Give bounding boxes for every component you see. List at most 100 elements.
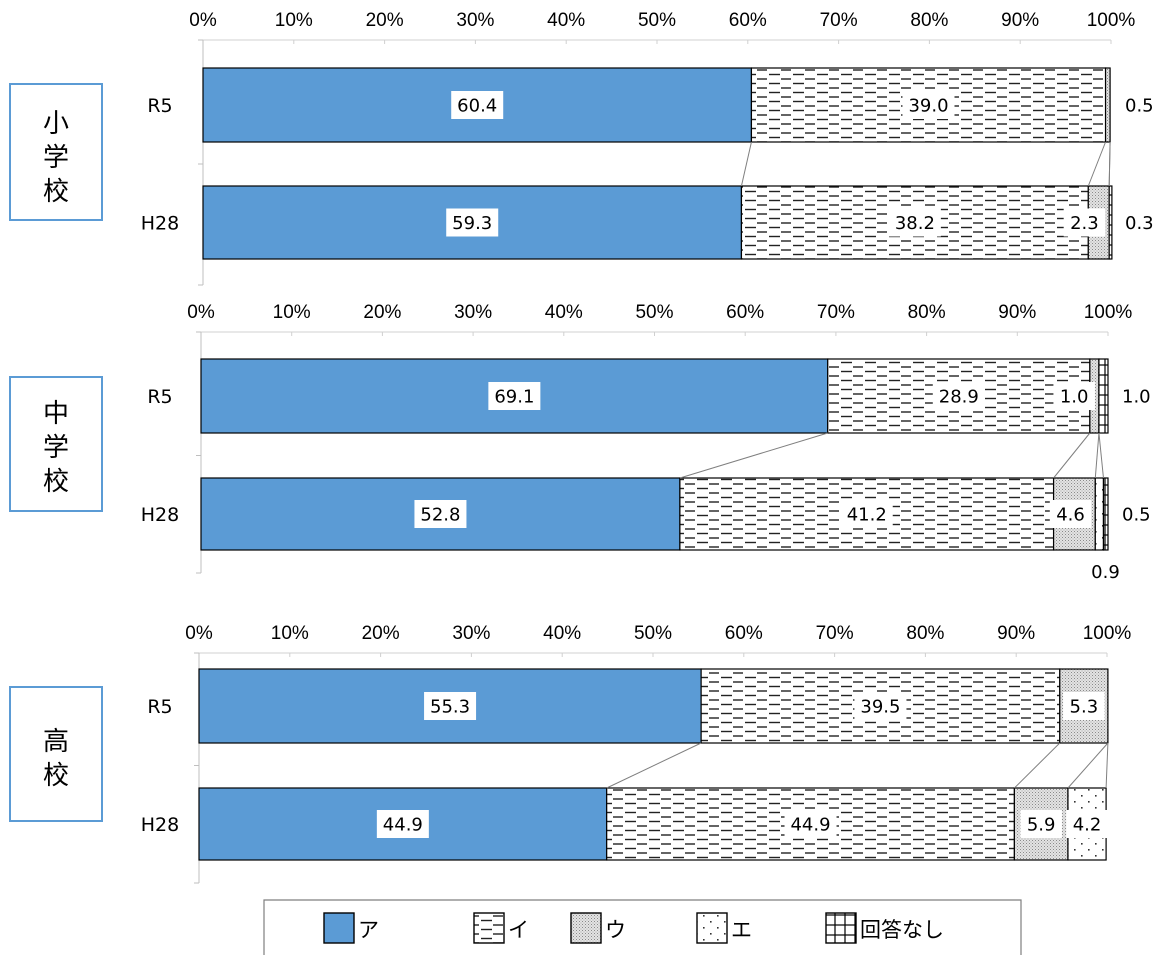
legend-swatch [696,912,728,944]
x-tick-label: 90% [997,623,1035,644]
data-label-bg [902,91,955,119]
series-connector [740,141,752,187]
data-label: 1.0 [1122,387,1151,408]
group-label-char: 小 [43,109,69,139]
data-label: 0.5 [1122,505,1151,526]
data-label: 60.4 [457,96,497,117]
legend-label: 回答なし [860,918,944,942]
series-connector [1098,432,1104,479]
legend-swatch [473,912,505,944]
bar-segment [1104,67,1111,143]
x-tick-label: 70% [817,302,855,323]
x-tick-label: 40% [547,10,585,31]
x-tick-label: 80% [906,623,944,644]
data-label-bg [1020,810,1062,838]
x-tick-label: 50% [634,623,672,644]
category-label: R5 [147,386,172,408]
group-label-char: 中 [43,399,69,429]
data-label-bg [376,810,429,838]
data-label: 5.9 [1027,815,1056,836]
data-label: 39.5 [860,697,900,718]
data-label-bg [854,692,907,720]
x-tick-label: 60% [726,302,764,323]
x-tick-label: 20% [366,10,404,31]
x-tick-label: 0% [189,10,217,31]
legend-swatch [825,912,857,944]
data-label-bg [446,208,499,237]
data-label-bg [451,91,504,119]
data-label-bg [1063,692,1105,720]
x-tick-label: 30% [454,302,492,323]
data-label: 59.3 [452,213,492,234]
bar-segment [1108,185,1113,260]
x-tick-label: 100% [1084,302,1133,323]
data-label-bg [840,500,893,528]
panel-2: 0% 10% 20% 30% 40% 50% 60% 70% 80% 90% 100% 中学校 R5 H2… [9,302,1151,583]
x-tick-label: 40% [545,302,583,323]
series-connector [1105,742,1109,789]
x-tick-label: 0% [187,302,215,323]
bar-segment [1094,477,1105,551]
data-label-bg [1049,500,1092,528]
data-label: 4.6 [1056,505,1085,526]
series-connector [606,742,702,789]
series-connector [1053,432,1091,479]
legend-label: ウ [605,918,626,942]
panel-1: 0% 10% 20% 30% 40% 50% 60% 70% 80% 90% 100% 小学校 R5 H2… [9,10,1154,286]
data-label-bg [424,692,477,720]
series-connector [1094,432,1100,479]
group-label-box [9,376,103,512]
data-label-bg [784,810,837,838]
series-connector [1014,742,1061,789]
data-label: 39.0 [908,96,948,117]
group-label-char: 学 [43,143,69,173]
data-label: 28.9 [939,387,979,408]
x-tick-label: 90% [998,302,1036,323]
series-connector [1067,742,1109,789]
data-label: 41.2 [847,505,887,526]
x-tick-label: 70% [820,10,858,31]
legend-item: エ [696,912,752,944]
legend-swatch [570,912,602,944]
legend-item: 回答なし [825,912,944,944]
series-connector [679,432,828,479]
x-tick-label: 100% [1083,623,1132,644]
data-label-bg [1053,382,1095,410]
data-label: 52.8 [420,505,460,526]
x-tick-label: 50% [635,302,673,323]
legend-label: ア [358,918,379,942]
category-label: R5 [147,95,172,117]
data-label: 2.3 [1070,213,1099,234]
data-label: 69.1 [494,387,534,408]
panel-3: 0% 10% 20% 30% 40% 50% 60% 70% 80% 90% 100% 高校 R5 H28… [9,623,1132,884]
legend-item: ウ [570,912,626,944]
data-label: 0.3 [1125,213,1154,234]
data-label: 44.9 [383,815,423,836]
legend-label: イ [508,918,529,942]
group-label-char: 校 [43,177,69,207]
x-tick-label: 40% [543,623,581,644]
x-tick-label: 20% [362,623,400,644]
x-tick-label: 30% [456,10,494,31]
group-label-char: 高 [43,727,69,757]
x-tick-label: 70% [816,623,854,644]
data-label-bg [932,382,985,410]
legend-label: エ [731,918,752,942]
x-tick-label: 50% [638,10,676,31]
data-label: 1.0 [1060,387,1089,408]
x-tick-label: 80% [910,10,948,31]
x-tick-label: 0% [185,623,213,644]
data-label: 5.3 [1070,697,1099,718]
legend-item: ア [323,912,379,944]
series-connector [1108,141,1111,187]
x-tick-label: 90% [1001,10,1039,31]
group-label-char: 校 [43,467,69,497]
group-label-box [9,686,103,822]
data-label-bg [888,208,941,237]
category-label: H28 [141,213,179,235]
group-label-char: 学 [43,433,69,463]
data-label: 0.5 [1125,96,1154,117]
category-label: H28 [141,504,179,526]
legend-item: イ [473,912,529,944]
